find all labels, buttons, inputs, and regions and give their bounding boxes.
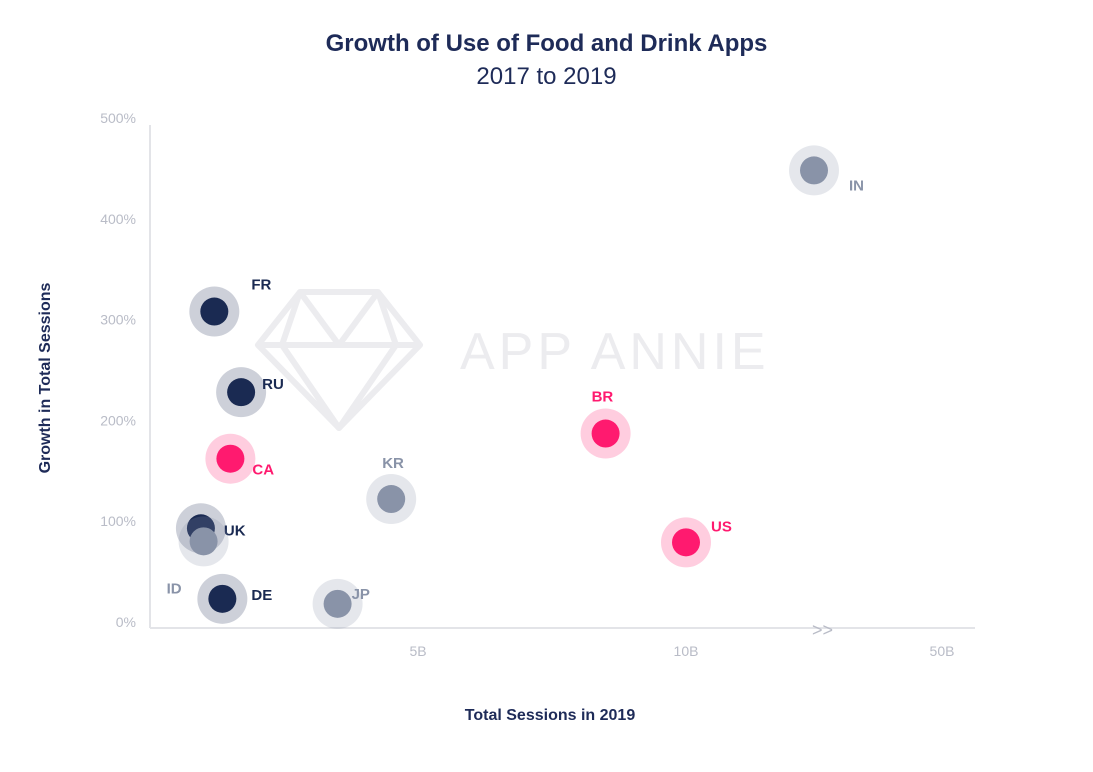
axes: >>	[149, 125, 975, 640]
data-point-de: DE	[197, 573, 272, 624]
x-tick-label: 10B	[674, 643, 699, 659]
point-marker	[227, 378, 256, 407]
point-marker	[800, 156, 828, 185]
point-label: ID	[167, 580, 182, 597]
x-tick-label: 50B	[930, 643, 955, 659]
x-tick-label: 5B	[409, 643, 426, 659]
y-tick-label: 100%	[100, 513, 136, 529]
y-ticks: 0% 100% 200% 300% 400% 500%	[100, 110, 136, 630]
point-label: IN	[849, 177, 864, 194]
app-annie-watermark: APP ANNIE	[255, 289, 770, 431]
point-marker	[216, 444, 245, 473]
data-point-us: US	[661, 517, 732, 568]
point-label: RU	[262, 376, 284, 393]
point-marker	[591, 419, 620, 448]
x-ticks: 5B 10B 50B	[409, 643, 954, 659]
point-label: US	[711, 518, 732, 535]
diamond-logo-icon	[255, 289, 423, 431]
data-point-in: IN	[789, 145, 864, 196]
data-point-kr: KR	[366, 455, 417, 525]
point-label: CA	[252, 462, 274, 479]
y-tick-label: 0%	[116, 614, 136, 630]
data-point-fr: FR	[189, 277, 271, 337]
point-marker	[208, 584, 237, 613]
y-tick-label: 400%	[100, 211, 136, 227]
y-tick-label: 500%	[100, 110, 136, 126]
y-tick-label: 300%	[100, 312, 136, 328]
point-label: UK	[224, 522, 246, 539]
point-label: FR	[251, 277, 271, 294]
data-point-jp: JP	[312, 578, 370, 629]
point-marker	[323, 589, 352, 618]
x-axis-label: Total Sessions in 2019	[464, 707, 636, 724]
data-points: FR RU CA UK ID DE JP KR BR US IN	[167, 145, 864, 629]
point-label: KR	[382, 455, 404, 472]
watermark-text: APP ANNIE	[460, 323, 770, 381]
data-point-ca: CA	[205, 433, 274, 484]
chart-subtitle: 2017 to 2019	[476, 63, 617, 90]
point-label: JP	[352, 586, 370, 603]
data-point-ru: RU	[216, 367, 284, 418]
point-marker	[200, 297, 229, 326]
data-point-id: ID	[167, 516, 229, 597]
y-tick-label: 200%	[100, 412, 136, 428]
point-marker	[377, 485, 406, 514]
point-marker	[189, 527, 218, 556]
point-marker	[672, 528, 700, 557]
chart-title: Growth of Use of Food and Drink Apps	[325, 30, 768, 57]
data-point-br: BR	[580, 389, 631, 459]
point-label: BR	[592, 389, 614, 406]
axis-break-marker: >>	[812, 620, 833, 640]
point-label: DE	[251, 587, 272, 604]
